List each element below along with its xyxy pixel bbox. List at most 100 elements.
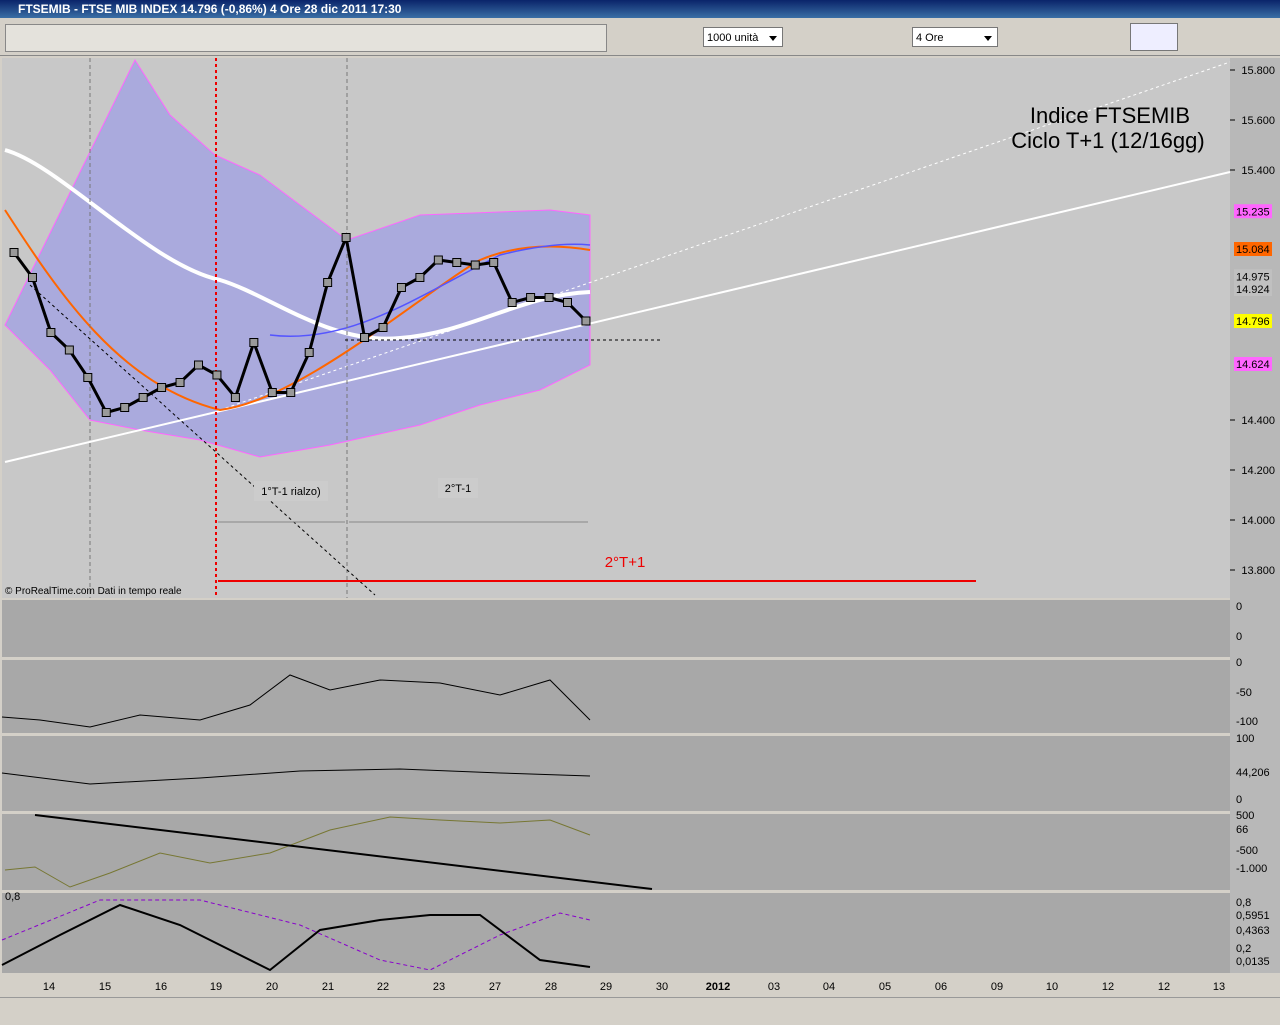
x-tick-label: 06: [935, 981, 947, 993]
close-marker: [230, 393, 240, 402]
panel: [2, 736, 1230, 811]
x-tick-label: 16: [155, 981, 167, 993]
close-marker: [507, 298, 517, 307]
panel-label: 0,5951: [1236, 910, 1270, 922]
price-badge-label: 14.924: [1236, 284, 1270, 296]
price-badge-label: 14.624: [1236, 359, 1270, 371]
chart: Indice FTSEMIB Ciclo T+1 (12/16gg) 1°T-1…: [1, 58, 1280, 993]
label-box: [254, 481, 328, 501]
x-tick-label: 22: [377, 981, 389, 993]
panel-label: 0,0135: [1236, 956, 1270, 968]
moving-average: [4, 209, 591, 412]
x-tick-label: 2012: [706, 981, 730, 993]
panel: [2, 814, 1230, 890]
moving-average: [269, 243, 591, 337]
x-tick-label: 14: [43, 981, 55, 993]
close-marker: [101, 408, 111, 417]
panel-label: 0: [1236, 631, 1242, 643]
y-tick-label: 15.400: [1241, 165, 1275, 177]
price-badge-label: 15.084: [1236, 244, 1270, 256]
x-tick-label: 03: [768, 981, 780, 993]
credit: © ProRealTime.com Dati in tempo reale: [5, 586, 182, 597]
close-marker: [175, 378, 185, 387]
x-tick-label: 12: [1102, 981, 1114, 993]
indicator-line: [1, 903, 591, 972]
close-marker: [9, 248, 19, 257]
close-marker: [470, 260, 480, 270]
panel-label: 44,206: [1236, 767, 1270, 779]
y-tick-label: 14.400: [1241, 415, 1275, 427]
close-marker: [46, 328, 56, 337]
y-tick-label: 14.000: [1241, 515, 1275, 527]
x-tick-label: 30: [656, 981, 668, 993]
x-tick-label: 20: [266, 981, 278, 993]
x-tick-label: 15: [99, 981, 111, 993]
close-marker: [489, 258, 499, 267]
close-marker: [249, 338, 259, 347]
toolbar: 1000 unità 4 Ore: [0, 19, 1280, 56]
y-tick-label: 13.800: [1241, 565, 1275, 577]
y-tick-label: 14.200: [1241, 465, 1275, 477]
x-tick-label: 13: [1213, 981, 1225, 993]
cycle-label: 2°T+1: [605, 554, 646, 571]
close-marker: [267, 388, 277, 397]
price-badge: [1234, 242, 1272, 256]
label-box: [438, 478, 478, 498]
close-marker: [194, 360, 203, 370]
panel: [2, 893, 1230, 973]
panel-label: -100: [1236, 716, 1258, 728]
close-marker: [157, 383, 167, 392]
close-marker: [563, 298, 572, 307]
y-tick-label: 15.600: [1241, 115, 1275, 127]
trend-line: [219, 61, 1231, 411]
cycle-label: 1°T-1 rialzo): [261, 486, 320, 498]
panel-label: 0,8: [5, 891, 20, 903]
close-marker: [452, 258, 462, 267]
close-marker: [341, 233, 351, 242]
close-marker: [581, 316, 591, 326]
x-tick-label: 04: [823, 981, 835, 993]
price-badge: [1234, 282, 1272, 296]
x-tick-label: 29: [600, 981, 612, 993]
y-tick-label: 15.800: [1241, 65, 1275, 77]
title-bar: FTSEMIB - FTSE MIB INDEX 14.796 (-0,86%)…: [0, 0, 1280, 18]
panel-label: 0: [1236, 794, 1242, 806]
panel-label: 100: [1236, 733, 1254, 745]
price-badge-label: 15.235: [1236, 206, 1270, 218]
price-badge: [1234, 357, 1272, 371]
chart-subtitle: Ciclo T+1 (12/16gg): [1011, 128, 1204, 153]
x-tick-label: 09: [991, 981, 1003, 993]
drawing-tools[interactable]: [5, 24, 607, 52]
panel: [2, 660, 1230, 733]
panel-label: 0: [1236, 601, 1242, 613]
x-tick-label: 21: [322, 981, 334, 993]
status-bar: [0, 997, 1280, 1025]
x-tick-label: 27: [489, 981, 501, 993]
close-marker: [304, 348, 314, 357]
indicator-line: [1, 674, 591, 728]
x-tick-label: 05: [879, 981, 891, 993]
x-tick-label: 19: [210, 981, 222, 993]
units-dropdown[interactable]: 1000 unità: [703, 27, 783, 47]
indicator-button[interactable]: [1130, 23, 1178, 51]
moving-average: [4, 148, 591, 341]
price-badge: [1234, 269, 1272, 284]
timeframe-dropdown[interactable]: 4 Ore: [912, 27, 998, 47]
x-tick-label: 10: [1046, 981, 1058, 993]
close-marker: [120, 403, 130, 412]
panel: [2, 600, 1230, 657]
close-marker: [64, 345, 74, 355]
close-marker: [212, 370, 222, 380]
close-marker: [378, 323, 388, 332]
panel-label: 0: [1236, 657, 1242, 669]
panel-label: -500: [1236, 845, 1258, 857]
panel-label: 0,2: [1236, 943, 1251, 955]
close-marker: [526, 293, 536, 302]
close-marker: [433, 255, 443, 265]
panel-label: 0,8: [1236, 897, 1251, 909]
trend-line: [29, 284, 376, 596]
close-marker: [286, 388, 296, 397]
indicator-line: [1, 768, 591, 785]
panel-label: 66: [1236, 824, 1248, 836]
